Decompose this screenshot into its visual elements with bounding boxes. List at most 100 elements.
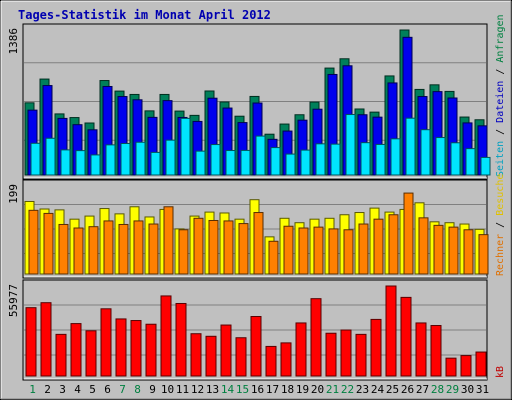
bar-seiten [420, 129, 431, 176]
bar-seiten [405, 117, 416, 176]
x-tick-label: 14 [221, 383, 235, 396]
bar-seiten [150, 151, 161, 176]
bar-seiten [105, 144, 116, 176]
bar-rechner [43, 212, 54, 275]
x-tick-label: 28 [431, 383, 444, 396]
bar-seiten [465, 148, 476, 176]
bar-seiten [60, 149, 71, 176]
bar-rechner [208, 219, 219, 275]
bar-seiten [180, 117, 191, 176]
bar-seiten [285, 153, 296, 176]
bar-kb [205, 335, 217, 377]
bar-rechner [253, 212, 264, 275]
bar-kb [250, 316, 262, 377]
bar-seiten [345, 114, 356, 176]
series-rechner [28, 192, 489, 275]
bar-rechner [223, 220, 234, 275]
bar-seiten [480, 156, 491, 176]
legend-entry: Seiten [495, 141, 506, 177]
bar-kb [25, 307, 37, 377]
bar-kb [160, 295, 172, 377]
bar-rechner [343, 229, 354, 275]
x-tick-label: 11 [176, 383, 189, 396]
bar-kb [40, 302, 52, 377]
bar-seiten [120, 143, 131, 176]
x-tick-label: 23 [356, 383, 369, 396]
x-tick-label: 9 [149, 383, 156, 396]
bar-seiten [195, 150, 206, 176]
y-max-label: 199 [7, 184, 20, 204]
bar-rechner [478, 234, 489, 275]
x-tick-label: 25 [386, 383, 399, 396]
bar-rechner [268, 240, 279, 275]
x-tick-label: 4 [74, 383, 81, 396]
bar-kb [370, 318, 382, 377]
bar-seiten [90, 154, 101, 176]
bar-rechner [28, 209, 39, 275]
bar-kb [220, 324, 232, 377]
bar-rechner [418, 217, 429, 275]
bar-kb [340, 329, 352, 377]
bar-rechner [358, 223, 369, 275]
panel-top: 1386 Seiten / Dateien / Anfragen [7, 14, 506, 180]
right-legend: Seiten / Dateien / Anfragen [495, 14, 506, 177]
bar-rechner [58, 223, 69, 275]
bar-rechner [298, 227, 309, 275]
bar-seiten [360, 142, 371, 176]
bar-kb [265, 345, 277, 377]
bar-seiten [30, 142, 41, 176]
bar-seiten [450, 142, 461, 176]
y-max-label: 55977 [7, 284, 20, 317]
bar-rechner [238, 223, 249, 275]
bar-rechner [433, 224, 444, 275]
series-kb [25, 285, 487, 377]
bar-rechner [388, 214, 399, 275]
bar-rechner [283, 225, 294, 275]
bar-rechner [373, 218, 384, 275]
legend-entry: Rechner [495, 234, 506, 276]
right-legend: Rechner / Besuche [495, 174, 506, 276]
x-tick-label: 30 [461, 383, 474, 396]
x-tick-label: 13 [206, 383, 219, 396]
bar-seiten [165, 139, 176, 176]
x-tick-label: 27 [416, 383, 429, 396]
x-tick-label: 10 [161, 383, 174, 396]
chart-title: Tages-Statistik im Monat April 2012 [18, 8, 271, 22]
legend-entry: Anfragen [495, 14, 506, 62]
right-legend: kB [495, 366, 506, 378]
x-axis-labels: 1 2 3 4 5 6 7 8 9 10 11 12 13 14 15 16 17 18 19 20 21 22 23 24 2… [29, 383, 489, 396]
bar-kb [130, 320, 142, 377]
x-tick-label: 7 [119, 383, 126, 396]
bar-kb [175, 302, 187, 377]
panel-bottom: 55977 kB [7, 279, 506, 381]
bar-kb [400, 296, 412, 377]
bar-seiten [300, 149, 311, 176]
bar-kb [355, 333, 367, 377]
bar-rechner [193, 217, 204, 275]
x-tick-label: 12 [191, 383, 204, 396]
bar-rechner [163, 206, 174, 275]
series-seiten [30, 114, 491, 176]
x-tick-label: 31 [476, 383, 489, 396]
x-tick-label: 18 [281, 383, 294, 396]
bar-kb [100, 308, 112, 377]
bar-seiten [135, 141, 146, 176]
x-tick-label: 19 [296, 383, 309, 396]
x-tick-label: 21 [326, 383, 339, 396]
x-tick-label: 20 [311, 383, 324, 396]
bar-kb [145, 323, 157, 377]
bar-seiten [315, 143, 326, 176]
bar-rechner [178, 229, 189, 275]
bar-seiten [75, 150, 86, 176]
bar-rechner [448, 226, 459, 275]
panel-middle: 199 Rechner / Besuche [7, 174, 506, 279]
bar-seiten [210, 144, 221, 176]
legend-entry: / [495, 123, 506, 141]
bar-kb [325, 332, 337, 377]
legend-entry: / [495, 216, 506, 234]
x-tick-label: 6 [104, 383, 111, 396]
bar-kb [85, 330, 97, 377]
bar-rechner [328, 228, 339, 275]
